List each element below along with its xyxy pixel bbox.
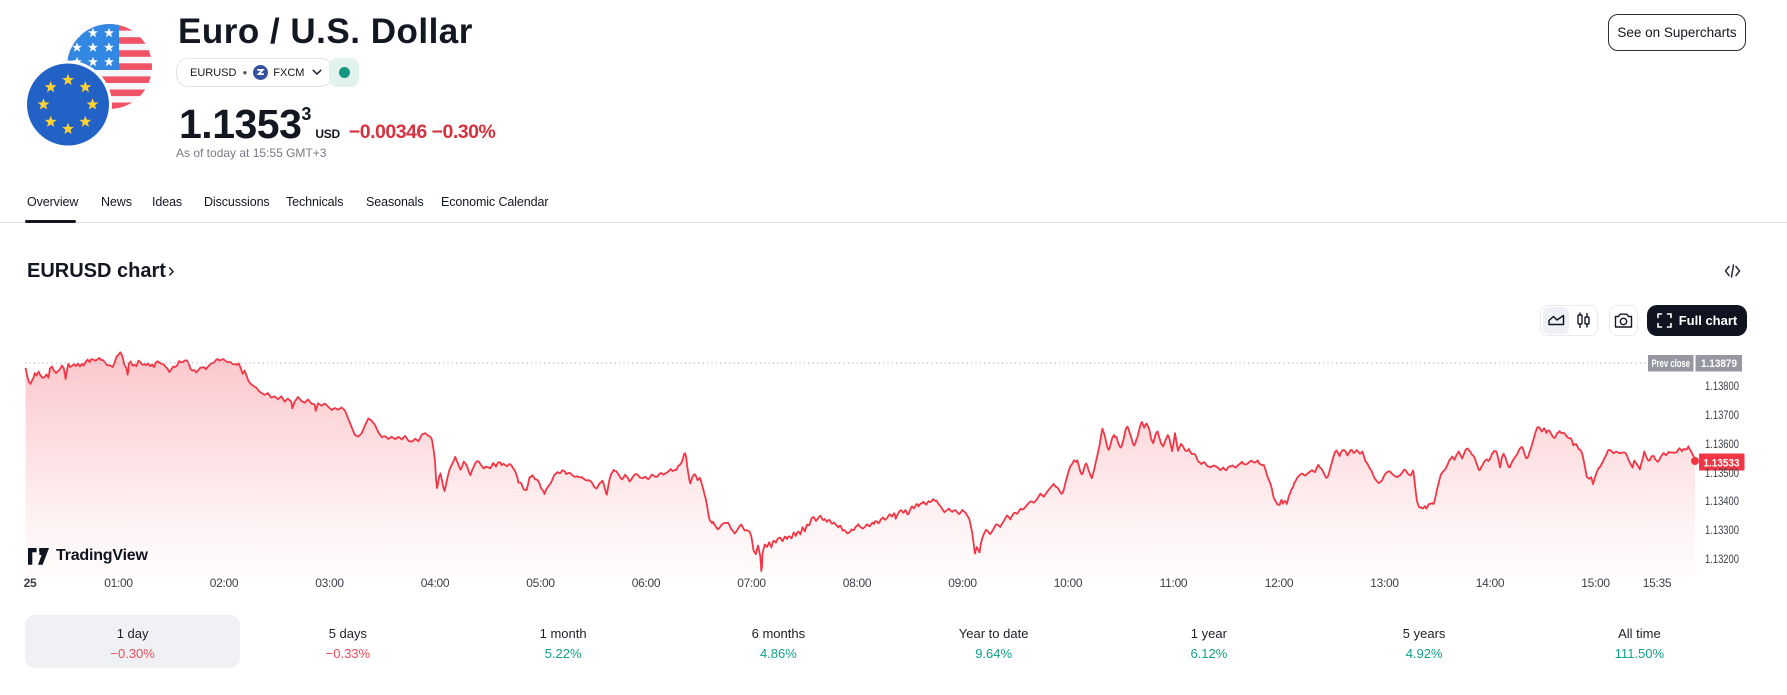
svg-text:03:00: 03:00 xyxy=(315,576,344,590)
svg-text:11:00: 11:00 xyxy=(1160,576,1188,590)
svg-text:15:35: 15:35 xyxy=(1643,576,1672,590)
svg-text:07:00: 07:00 xyxy=(737,576,766,590)
svg-text:12:00: 12:00 xyxy=(1265,576,1294,590)
svg-text:06:00: 06:00 xyxy=(632,576,661,590)
svg-text:13:00: 13:00 xyxy=(1370,576,1399,590)
svg-text:1.13533: 1.13533 xyxy=(1704,458,1740,470)
svg-text:05:00: 05:00 xyxy=(526,576,555,590)
svg-text:1.13500: 1.13500 xyxy=(1705,466,1739,480)
svg-text:1.13400: 1.13400 xyxy=(1705,494,1739,508)
svg-text:1.13879: 1.13879 xyxy=(1701,358,1737,370)
svg-text:1.13800: 1.13800 xyxy=(1705,379,1739,393)
svg-text:04:00: 04:00 xyxy=(421,576,450,590)
svg-text:02:00: 02:00 xyxy=(210,576,239,590)
svg-text:Prev close: Prev close xyxy=(1652,358,1691,370)
svg-text:08:00: 08:00 xyxy=(843,576,872,590)
svg-text:1.13700: 1.13700 xyxy=(1705,408,1739,422)
svg-text:1.13600: 1.13600 xyxy=(1705,437,1739,451)
svg-text:14:00: 14:00 xyxy=(1476,576,1505,590)
svg-text:10:00: 10:00 xyxy=(1054,576,1083,590)
svg-text:09:00: 09:00 xyxy=(948,576,977,590)
svg-text:1.13200: 1.13200 xyxy=(1705,552,1739,566)
svg-text:15:00: 15:00 xyxy=(1581,576,1610,590)
svg-text:1.13300: 1.13300 xyxy=(1705,523,1739,537)
svg-text:25: 25 xyxy=(24,576,37,590)
svg-text:01:00: 01:00 xyxy=(104,576,133,590)
